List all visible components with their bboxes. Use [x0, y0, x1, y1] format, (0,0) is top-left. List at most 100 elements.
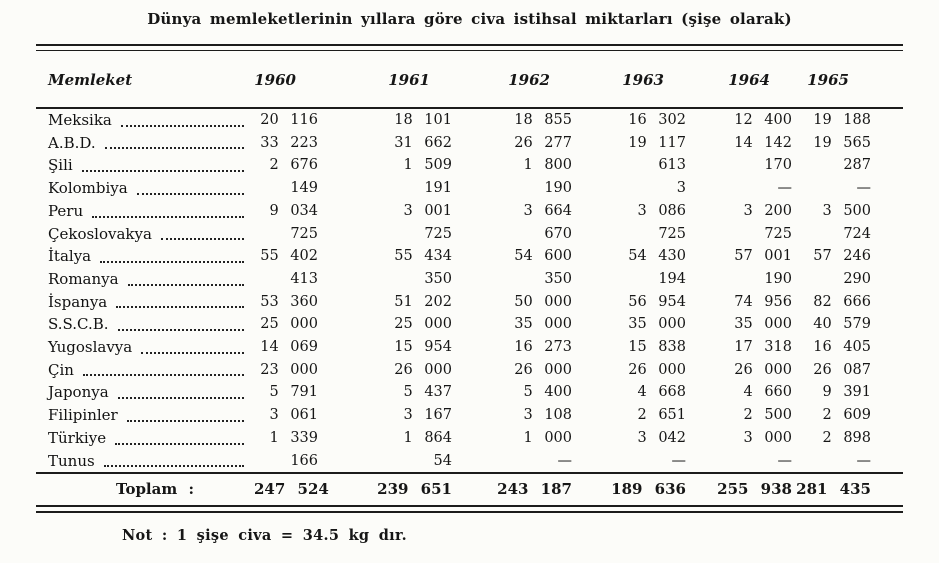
value-cell: 82 666 — [813, 293, 871, 310]
value-cell: 670 — [544, 225, 572, 242]
country-name: Romanya — [48, 269, 119, 288]
table-row-cin: Çin 23 000 26 000 26 000 26 000 26 000 2… — [36, 359, 903, 382]
value-cell: 5 791 — [269, 384, 318, 401]
dot-leader — [160, 238, 244, 241]
value-cell: 33 223 — [260, 134, 318, 151]
value-cell: 25 000 — [260, 316, 318, 333]
value-cell: 413 — [290, 270, 318, 287]
value-cell: 17 318 — [734, 339, 792, 356]
value-cell: 3 000 — [743, 429, 792, 446]
value-cell: 9 391 — [822, 384, 871, 401]
value-cell: 2 609 — [822, 407, 871, 424]
dot-leader — [117, 329, 244, 332]
value-cell: — — [671, 452, 687, 469]
value-cell: 16 302 — [628, 112, 686, 128]
table-header: Memleket 1960 1961 1962 1963 1964 1965 — [36, 51, 903, 108]
value-cell: 725 — [764, 225, 792, 242]
value-cell: 35 000 — [734, 316, 792, 333]
value-cell: 74 956 — [734, 293, 792, 310]
value-cell: 14 069 — [260, 339, 318, 356]
value-cell: 31 662 — [394, 134, 452, 151]
value-cell: 35 000 — [514, 316, 572, 333]
table-row-romanya: Romanya 413 350 350 194 190 290 — [36, 268, 903, 291]
value-cell: 725 — [290, 225, 318, 242]
value-cell: 3 500 — [822, 202, 871, 219]
country-name: S.S.C.B. — [48, 315, 109, 334]
country-name: Filipinler — [48, 406, 118, 425]
table-row-sscb: S.S.C.B. 25 000 25 000 35 000 35 000 35 … — [36, 313, 903, 336]
value-cell: 191 — [424, 180, 452, 197]
value-cell: 26 000 — [394, 361, 452, 378]
table-row-japonya: Japonya 5 791 5 437 5 400 4 668 4 660 9 … — [36, 381, 903, 404]
country-name: Türkiye — [48, 428, 107, 447]
value-cell: 3 001 — [403, 202, 452, 219]
country-name: İspanya — [48, 292, 108, 311]
value-cell: 54 430 — [628, 248, 686, 265]
value-cell: 3 200 — [743, 202, 792, 219]
dot-leader — [82, 374, 244, 377]
value-cell: 1 000 — [523, 429, 572, 446]
value-cell: 5 400 — [523, 384, 572, 401]
dot-leader — [81, 170, 244, 173]
country-name: Şili — [48, 156, 73, 175]
value-cell: 3 — [676, 180, 686, 197]
value-cell: 19 117 — [628, 134, 686, 151]
total-row: Toplam : 247 524 239 651 243 187 189 636… — [36, 473, 903, 505]
value-cell: 287 — [843, 157, 871, 174]
value-cell: 350 — [544, 270, 572, 287]
country-name: İtalya — [48, 247, 92, 266]
value-cell: 1 339 — [269, 429, 318, 446]
value-cell: 3 108 — [523, 407, 572, 424]
value-cell: 4 668 — [637, 384, 686, 401]
value-cell: 54 600 — [514, 248, 572, 265]
table-row-kolombiya: Kolombiya 149 191 190 3 — — — [36, 177, 903, 200]
value-cell: 55 402 — [260, 248, 318, 265]
value-cell: 290 — [843, 270, 871, 287]
table-row-sili: Şili 2 676 1 509 1 800 613 170 287 — [36, 154, 903, 177]
value-cell: 194 — [658, 270, 686, 287]
production-table: Memleket 1960 1961 1962 1963 1964 1965 M… — [36, 51, 903, 505]
dot-leader — [100, 260, 244, 263]
value-cell: 18 101 — [394, 112, 452, 128]
value-cell: — — [557, 452, 573, 469]
value-cell: 23 000 — [260, 361, 318, 378]
table-row-turkiye: Türkiye 1 339 1 864 1 000 3 042 3 000 2 … — [36, 427, 903, 450]
value-cell: 166 — [290, 452, 318, 469]
value-cell: 613 — [658, 157, 686, 174]
table-row-filipinler: Filipinler 3 061 3 167 3 108 2 651 2 500… — [36, 404, 903, 427]
total-value: 189 636 — [611, 480, 686, 499]
country-name: Çekoslovakya — [48, 224, 152, 243]
value-cell: 2 676 — [269, 157, 318, 174]
value-cell: 724 — [843, 225, 871, 242]
page-title: Dünya memleketlerinin yıllara göre civa … — [147, 10, 792, 28]
dot-leader — [117, 397, 244, 400]
column-header-1964: 1964 — [728, 71, 770, 89]
country-name: Tunus — [48, 451, 95, 470]
dot-leader — [104, 147, 244, 150]
country-name: A.B.D. — [48, 133, 96, 152]
value-cell: 3 061 — [269, 407, 318, 424]
value-cell: 56 954 — [628, 293, 686, 310]
dot-leader — [136, 192, 244, 195]
value-cell: — — [856, 452, 872, 469]
value-cell: 725 — [658, 225, 686, 242]
table-body: Meksika 20 116 18 101 18 855 16 302 12 4… — [36, 108, 903, 505]
value-cell: 149 — [290, 180, 318, 197]
value-cell: 51 202 — [394, 293, 452, 310]
country-name: Peru — [48, 201, 84, 220]
table-row-ispanya: İspanya 53 360 51 202 50 000 56 954 74 9… — [36, 291, 903, 314]
country-name: Kolombiya — [48, 179, 128, 198]
value-cell: 26 277 — [514, 134, 572, 151]
total-value: 281 435 — [796, 480, 871, 499]
value-cell: 53 360 — [260, 293, 318, 310]
value-cell: 35 000 — [628, 316, 686, 333]
dot-leader — [116, 306, 244, 309]
country-name: Meksika — [48, 111, 112, 129]
value-cell: 19 188 — [813, 112, 871, 128]
value-cell: 57 001 — [734, 248, 792, 265]
value-cell: 3 664 — [523, 202, 572, 219]
value-cell: 170 — [764, 157, 792, 174]
value-cell: — — [777, 180, 793, 197]
value-cell: 12 400 — [734, 112, 792, 128]
value-cell: — — [856, 180, 872, 197]
